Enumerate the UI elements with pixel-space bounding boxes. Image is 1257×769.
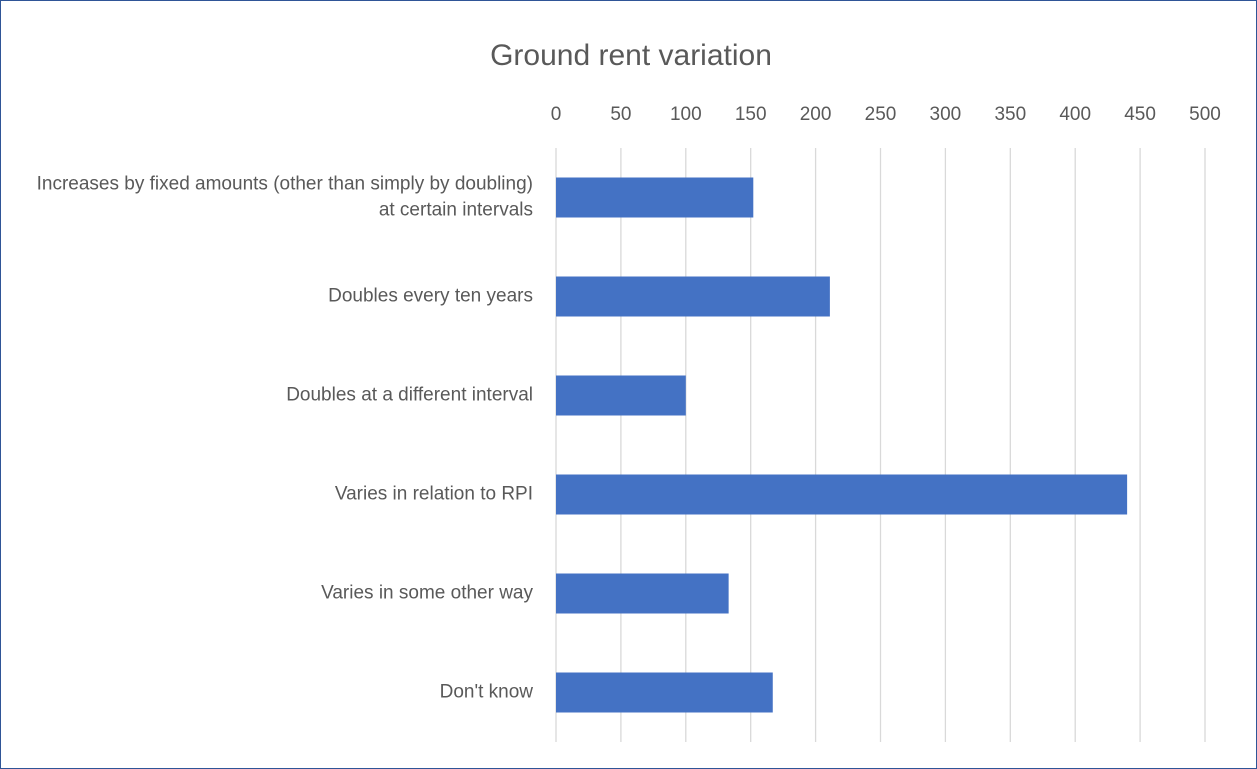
x-tick-label: 350 [994, 104, 1026, 125]
bar [556, 276, 830, 317]
y-tick-label: Doubles every ten years [328, 286, 533, 307]
x-tick-label: 500 [1189, 104, 1221, 125]
x-tick-label: 150 [735, 104, 767, 125]
y-tick-label: Doubles at a different interval [286, 385, 533, 406]
bar [556, 573, 729, 614]
y-tick-label: Varies in relation to RPI [335, 484, 533, 505]
bar [556, 474, 1128, 515]
y-tick-label: Increases by fixed amounts (other than s… [37, 174, 533, 221]
y-tick-label: Varies in some other way [321, 583, 533, 604]
x-tick-label: 250 [865, 104, 897, 125]
bar [556, 375, 686, 416]
chart-title: Ground rent variation [490, 39, 772, 72]
x-tick-label: 450 [1124, 104, 1156, 125]
x-tick-label: 300 [930, 104, 962, 125]
x-tick-label: 100 [670, 104, 702, 125]
bar [556, 672, 773, 713]
x-tick-label: 50 [610, 104, 631, 125]
x-tick-label: 400 [1059, 104, 1091, 125]
y-tick-label: Don't know [440, 682, 534, 703]
x-tick-label: 200 [800, 104, 832, 125]
bar [556, 177, 754, 218]
x-tick-label: 0 [551, 104, 562, 125]
